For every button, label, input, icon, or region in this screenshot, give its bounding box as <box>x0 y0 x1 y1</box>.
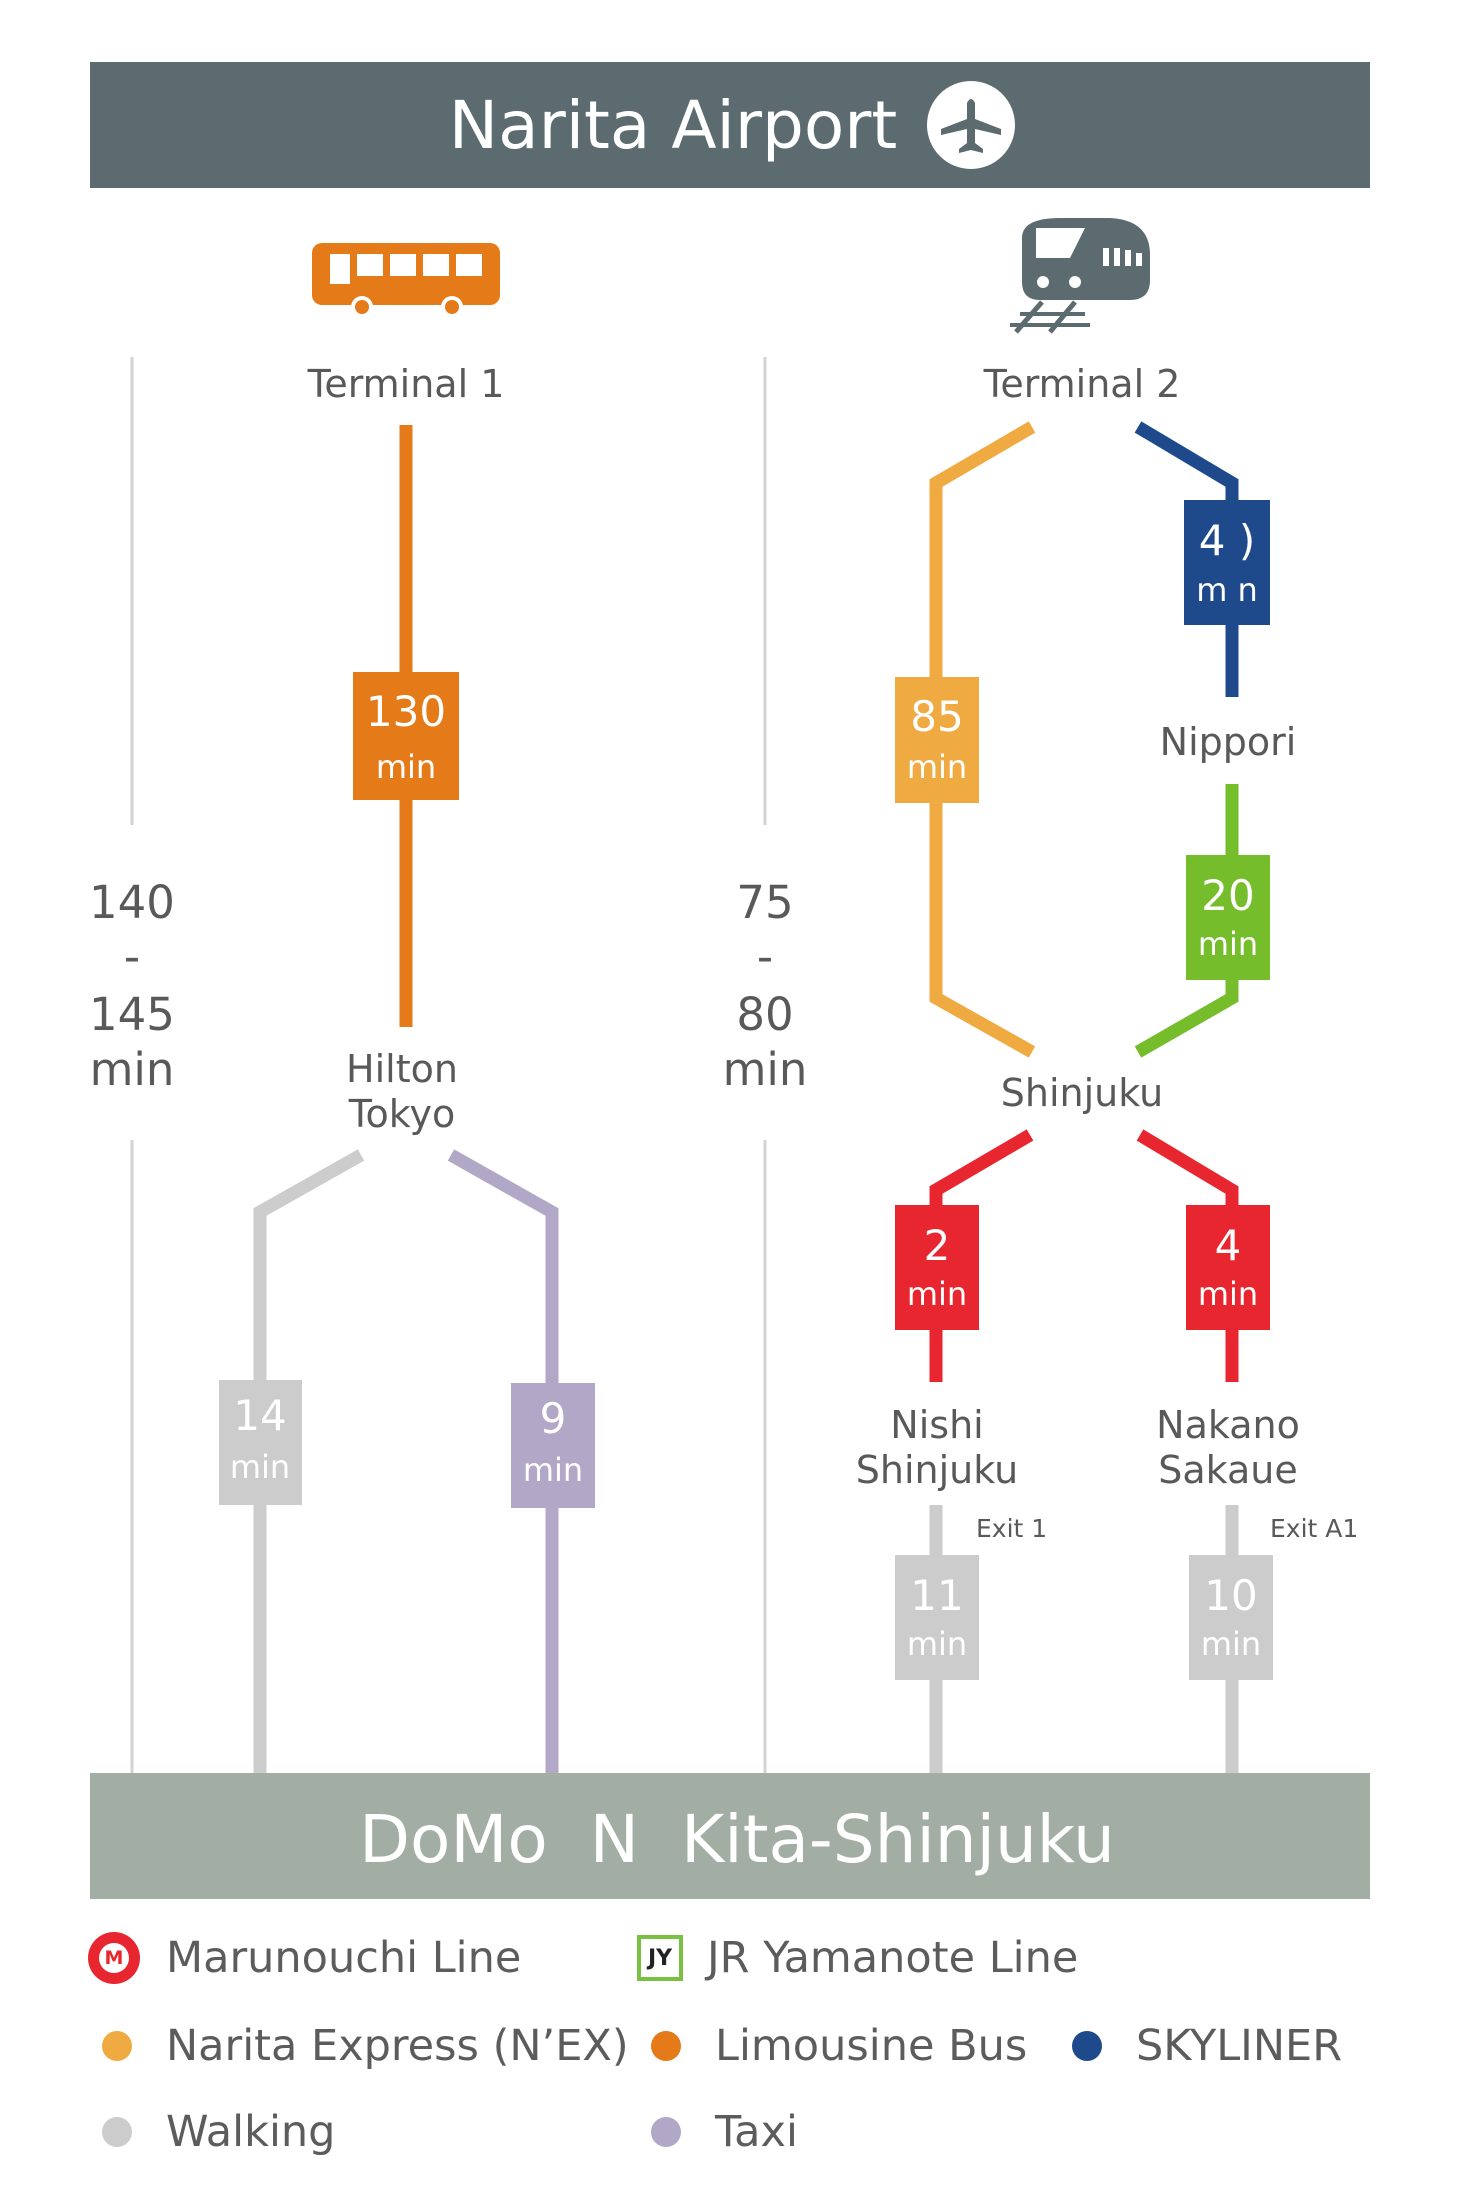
exit-1-label: Exit 1 <box>976 1514 1047 1543</box>
svg-text:9: 9 <box>540 1394 567 1443</box>
svg-text:min: min <box>90 1043 175 1096</box>
svg-text:20: 20 <box>1201 871 1254 920</box>
narita-express-dot-icon <box>102 2031 132 2061</box>
walking-line-left <box>253 1149 365 1775</box>
bus-icon <box>312 243 500 318</box>
limousine-bus-dot-icon <box>651 2031 681 2061</box>
svg-text:11: 11 <box>910 1571 963 1620</box>
legend-jr-yamanote: JY JR Yamanote Line <box>637 1928 1078 1988</box>
svg-text:Sakaue: Sakaue <box>1158 1448 1298 1492</box>
header-bar <box>90 62 1370 188</box>
legend-walking-label: Walking <box>166 2107 336 2157</box>
terminal-1-label: Terminal 1 <box>307 362 505 406</box>
svg-text:Tokyo: Tokyo <box>348 1092 455 1136</box>
nishi-shinjuku-label: Nishi Shinjuku <box>856 1403 1018 1492</box>
svg-text:-: - <box>757 930 773 983</box>
header-title: Narita Airport <box>449 87 898 164</box>
footer-bar <box>90 1773 1370 1899</box>
skyliner-line <box>1134 421 1239 697</box>
walking-time-box-nishi: 11 min <box>895 1555 979 1680</box>
svg-text:min: min <box>1201 1625 1261 1663</box>
nippori-label: Nippori <box>1160 720 1297 764</box>
nex-time-box: 85 min <box>895 677 979 803</box>
svg-text:130: 130 <box>366 687 446 736</box>
nakano-sakaue-label: Nakano Sakaue <box>1156 1403 1300 1492</box>
airplane-icon <box>927 81 1015 169</box>
svg-text:4 ): 4 ) <box>1199 516 1255 565</box>
shinjuku-label: Shinjuku <box>1001 1071 1163 1115</box>
svg-text:min: min <box>523 1451 583 1489</box>
svg-text:145: 145 <box>89 988 175 1041</box>
walking-time-box-nakano: 10 min <box>1189 1555 1273 1680</box>
taxi-dot-icon <box>651 2117 681 2147</box>
marunouchi-time-box-a: 2 min <box>895 1205 979 1330</box>
legend-marunouchi: M Marunouchi Line <box>88 1928 521 1988</box>
train-icon <box>1010 218 1150 334</box>
svg-text:75: 75 <box>736 876 793 929</box>
legend-limousine-bus: Limousine Bus <box>637 2016 1027 2076</box>
svg-text:Hilton: Hilton <box>346 1047 458 1091</box>
svg-text:min: min <box>376 748 436 786</box>
skyliner-time-box: 4 ) m n <box>1184 500 1270 625</box>
svg-text:10: 10 <box>1204 1571 1257 1620</box>
svg-text:80: 80 <box>736 988 793 1041</box>
svg-text:14: 14 <box>233 1391 286 1440</box>
taxi-line <box>447 1149 559 1775</box>
jy-time-box: 20 min <box>1186 855 1270 980</box>
svg-text:Nakano: Nakano <box>1156 1403 1300 1447</box>
walking-time-box-left: 14 min <box>219 1380 302 1505</box>
exit-a1-label: Exit A1 <box>1270 1514 1358 1543</box>
svg-text:min: min <box>907 1275 967 1313</box>
svg-text:min: min <box>1198 925 1258 963</box>
jr-yamanote-icon: JY <box>637 1935 683 1981</box>
svg-text:m n: m n <box>1196 571 1258 609</box>
marunouchi-time-box-b: 4 min <box>1186 1205 1270 1330</box>
taxi-time-box: 9 min <box>511 1383 595 1508</box>
svg-text:140: 140 <box>89 876 175 929</box>
legend-limousine-bus-label: Limousine Bus <box>715 2021 1028 2071</box>
svg-text:Shinjuku: Shinjuku <box>856 1448 1018 1492</box>
legend-taxi-label: Taxi <box>715 2107 798 2157</box>
legend-taxi: Taxi <box>637 2102 798 2162</box>
svg-text:Nishi: Nishi <box>890 1403 983 1447</box>
legend-narita-express-label: Narita Express (N’EX) <box>166 2021 629 2071</box>
legend-walking: Walking <box>88 2102 335 2162</box>
left-total-time: 140 - 145 min <box>89 876 175 1096</box>
svg-text:85: 85 <box>910 692 963 741</box>
terminal-2-label: Terminal 2 <box>983 362 1181 406</box>
footer-title: DoMo N Kita-Shinjuku <box>359 1801 1115 1878</box>
legend-marunouchi-label: Marunouchi Line <box>166 1933 522 1983</box>
legend-jr-yamanote-label: JR Yamanote Line <box>707 1933 1079 1983</box>
svg-text:4: 4 <box>1215 1221 1242 1270</box>
svg-text:2: 2 <box>924 1221 951 1270</box>
svg-text:min: min <box>907 1625 967 1663</box>
legend-skyliner-label: SKYLINER <box>1136 2021 1343 2071</box>
svg-text:min: min <box>723 1043 808 1096</box>
hilton-tokyo-label: Hilton Tokyo <box>346 1047 458 1136</box>
bus-time-box: 130 min <box>353 672 459 800</box>
svg-text:min: min <box>907 748 967 786</box>
svg-text:-: - <box>124 930 140 983</box>
legend-skyliner: SKYLINER <box>1058 2016 1342 2076</box>
right-total-time: 75 - 80 min <box>723 876 808 1096</box>
legend-narita-express: Narita Express (N’EX) <box>88 2016 629 2076</box>
walking-dot-icon <box>102 2117 132 2147</box>
svg-text:min: min <box>1198 1275 1258 1313</box>
legend: M Marunouchi Line JY JR Yamanote Line Na… <box>0 1920 1459 2188</box>
svg-text:min: min <box>230 1448 290 1486</box>
marunouchi-icon: M <box>88 1932 140 1984</box>
skyliner-dot-icon <box>1072 2031 1102 2061</box>
